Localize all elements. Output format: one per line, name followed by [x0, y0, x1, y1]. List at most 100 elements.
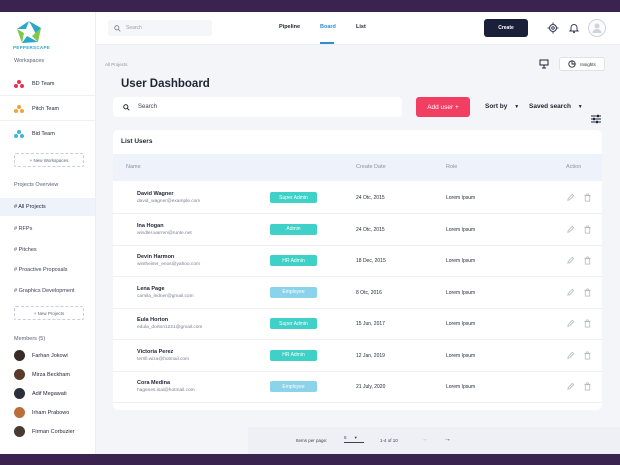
table-row[interactable]: Devin Harmon wintheiser_enos@yahoo.com HR … — [113, 246, 602, 277]
items-per-page-label: Items per page: — [296, 438, 328, 443]
trash-icon[interactable] — [583, 193, 592, 202]
chart-pie-icon — [568, 60, 576, 68]
create-button[interactable]: Create — [484, 19, 528, 37]
role-text: Lorem Ipsum — [446, 258, 476, 264]
items-per-page-select[interactable]: 6 ▼ — [344, 435, 364, 443]
member-item[interactable]: Farhan Jokowi — [14, 350, 68, 361]
project-all-projects[interactable]: # All Projects — [0, 198, 95, 216]
project-graphics-development[interactable]: # Graphics Development — [14, 288, 75, 294]
table-row[interactable]: Victoria Perez terrill.wiza@hotmail.com HR… — [113, 341, 602, 372]
user-email: windler.warren@runte.net — [137, 230, 192, 236]
tab-pipeline[interactable]: Pipeline — [279, 24, 301, 30]
edit-pencil-icon[interactable] — [566, 256, 575, 265]
avatar — [14, 388, 25, 399]
items-per-page-value: 6 — [344, 435, 347, 440]
user-name: Devin Harmon — [137, 254, 175, 260]
tab-list[interactable]: List — [356, 24, 366, 30]
user-name: Cora Medina — [137, 380, 171, 386]
caret-down-icon: ▼ — [514, 104, 520, 110]
filter-sliders-icon[interactable] — [591, 114, 601, 124]
column-header-role[interactable]: Role — [446, 164, 458, 170]
saved-search-label: Saved search — [529, 103, 571, 110]
create-date: 18 Dec, 2015 — [356, 258, 386, 264]
users-table-card: List Users Name Create Date Role Action … — [113, 130, 602, 410]
role-badge: Employee — [270, 381, 317, 392]
table-row[interactable]: Lena Page camila_ledner@gmail.com Employee… — [113, 278, 602, 309]
edit-pencil-icon[interactable] — [566, 225, 575, 234]
user-email: hagenes.isai@hotmail.com — [137, 388, 195, 393]
tab-board[interactable]: Board — [320, 24, 336, 30]
profile-avatar[interactable] — [588, 19, 606, 37]
create-date: 21 July, 2020 — [356, 384, 386, 390]
table-row[interactable]: Cora Medina hagenes.isai@hotmail.com Emplo… — [113, 372, 602, 403]
new-workspace-button[interactable]: + New Workspaces — [14, 153, 84, 167]
divider — [0, 120, 95, 121]
add-user-button[interactable]: Add user + — [416, 97, 470, 117]
column-header-name[interactable]: Name — [126, 164, 141, 170]
edit-pencil-icon[interactable] — [566, 382, 575, 391]
active-tab-indicator — [320, 42, 334, 44]
edit-pencil-icon[interactable] — [566, 193, 575, 202]
member-name: Irham Prabowo — [32, 409, 70, 416]
member-name: Firman Corbuzier — [32, 428, 75, 435]
role-badge: Admin — [270, 223, 317, 235]
bell-icon[interactable] — [568, 22, 580, 34]
workspace-pitch-team[interactable]: Pitch Team — [14, 105, 59, 113]
role-text: Lorem Ipsum — [446, 384, 476, 390]
role-text: Lorem Ipsum — [446, 226, 476, 233]
role-badge: Super Admin — [270, 318, 317, 329]
caret-down-icon: ▼ — [577, 104, 583, 110]
create-date: 12 Jan, 2019 — [356, 352, 385, 359]
sort-by-dropdown[interactable]: Sort by ▼ — [485, 103, 519, 110]
trash-icon[interactable] — [583, 288, 592, 297]
member-name: Adif Megawati — [32, 390, 67, 397]
member-item[interactable]: Adif Megawati — [14, 388, 67, 399]
project-proactive-proposals[interactable]: # Proactive Proposals — [14, 267, 68, 273]
workspace-label: BD Team — [32, 81, 55, 87]
workspace-bid-team[interactable]: Bid Team — [14, 130, 55, 138]
table-row[interactable]: Ina Hogan windler.warren@runte.net Admin 24… — [113, 215, 602, 246]
gear-icon[interactable] — [547, 22, 559, 34]
trash-icon[interactable] — [583, 225, 592, 234]
workspace-label: Pitch Team — [32, 106, 60, 112]
column-header-create-date[interactable]: Create Date — [356, 164, 386, 170]
divider — [0, 95, 95, 96]
search-placeholder: Search — [126, 25, 142, 31]
insights-button[interactable]: Insights — [559, 57, 605, 71]
next-page-arrow-icon[interactable]: → — [444, 436, 451, 443]
project-rfps[interactable]: # RFPs — [14, 226, 33, 232]
member-item[interactable]: Irham Prabowo — [14, 407, 69, 418]
create-date: 8 Otc, 2016 — [356, 289, 382, 296]
prev-page-arrow-icon[interactable]: ← — [422, 436, 429, 443]
trash-icon[interactable] — [583, 351, 592, 360]
user-search-input[interactable]: Search — [113, 97, 402, 117]
workspace-bd-team[interactable]: BD Team — [14, 80, 55, 88]
present-button[interactable] — [537, 57, 551, 71]
new-project-button[interactable]: + New Projects — [14, 306, 84, 320]
team-icon — [14, 105, 24, 113]
member-item[interactable]: Mirza Beckham — [14, 369, 70, 380]
create-date: 24 Otc, 2015 — [356, 195, 385, 201]
member-item[interactable]: Firman Corbuzier — [14, 426, 74, 437]
edit-pencil-icon[interactable] — [566, 288, 575, 297]
breadcrumb[interactable]: All Projects — [105, 62, 128, 67]
top-search-input[interactable]: Search — [108, 20, 212, 36]
trash-icon[interactable] — [583, 256, 592, 265]
trash-icon[interactable] — [583, 319, 592, 328]
table-row[interactable]: Eula Horton edula_dorton1221@gmail.com Sup… — [113, 309, 602, 340]
user-email: edula_dorton1221@gmail.com — [137, 325, 203, 330]
user-email: david_wagner@example.com — [137, 199, 201, 204]
role-badge: HR Admin — [270, 349, 317, 361]
presentation-icon — [539, 59, 549, 69]
page-range: 1-4 of 10 — [380, 438, 398, 443]
user-name: Lena Page — [137, 285, 165, 292]
saved-search-dropdown[interactable]: Saved search ▼ — [529, 103, 583, 110]
table-row[interactable]: David Wagner david_wagner@example.com Supe… — [113, 183, 602, 214]
trash-icon[interactable] — [583, 382, 592, 391]
project-pitches[interactable]: # Pitches — [14, 247, 37, 253]
user-email: wintheiser_enos@yahoo.com — [137, 262, 200, 267]
edit-pencil-icon[interactable] — [566, 351, 575, 360]
edit-pencil-icon[interactable] — [566, 319, 575, 328]
user-name: Victoria Perez — [137, 348, 174, 355]
avatar — [14, 407, 25, 418]
